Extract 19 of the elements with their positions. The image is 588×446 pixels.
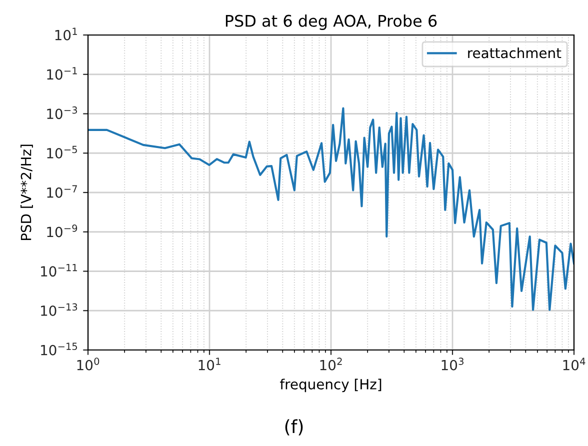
y-tick-label: 10$^{−9}$: [47, 224, 78, 238]
y-tick-label: 10$^{−5}$: [47, 146, 77, 159]
y-axis-title: PSD [V**2/Hz]: [20, 144, 33, 240]
x-tick-label: 10$^{2}$: [320, 358, 342, 370]
y-tick-label: 10$^{1}$: [55, 28, 77, 40]
x-axis-title: frequency [Hz]: [280, 378, 382, 392]
y-tick-label: 10$^{−13}$: [41, 303, 78, 316]
y-tick-label: 10$^{−3}$: [47, 106, 77, 120]
legend-label: reattachment: [468, 48, 562, 58]
y-tick-label: 10$^{−1}$: [47, 67, 77, 80]
y-tick-label: 10$^{−11}$: [41, 264, 77, 277]
x-tick-label: 10$^{3}$: [442, 358, 464, 370]
x-tick-label: 10$^{1}$: [198, 358, 220, 370]
chart-title: PSD at 6 deg AOA, Probe 6: [226, 14, 437, 30]
y-tick-label: 10$^{−7}$: [47, 185, 77, 198]
y-tick-label: 10$^{−15}$: [41, 342, 77, 356]
x-tick-label: 10$^{0}$: [77, 358, 100, 370]
text: (f): [285, 419, 303, 436]
x-tick-label: 10$^{4}$: [563, 358, 586, 370]
